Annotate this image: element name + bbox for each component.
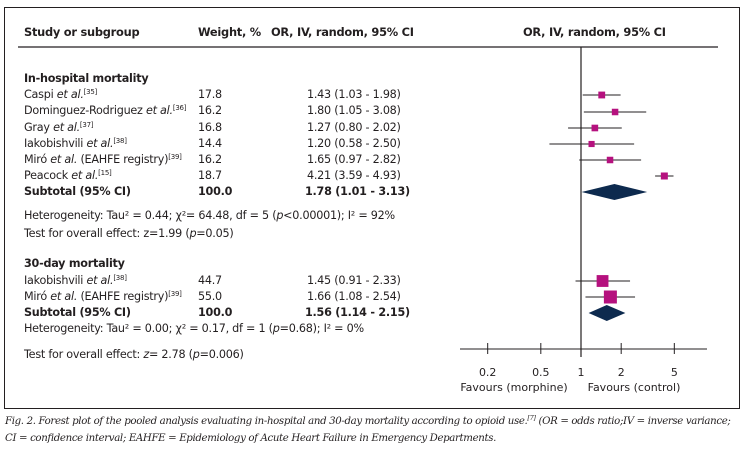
x-tick-label: 5 [671, 366, 678, 379]
header-or-plot: OR, IV, random, 95% CI [523, 25, 666, 39]
study-marker [598, 91, 606, 99]
study-marker [606, 156, 614, 164]
heterogeneity-stat: Heterogeneity: Tau² = 0.00; χ² = 0.17, d… [24, 322, 364, 335]
study-name: Peacock et al.[15] [24, 169, 112, 182]
group-title-30-day: 30-day mortality [24, 257, 125, 270]
overall-effect-test: Test for overall effect: z=1.99 (p=0.05) [24, 227, 234, 240]
subtotal-label: Subtotal (95% CI) [24, 185, 131, 198]
x-tick-label: 1 [578, 366, 585, 379]
study-marker [588, 140, 595, 148]
study-name: Dominguez-Rodriguez et al.[36] [24, 104, 187, 117]
favours-right-label: Favours (control) [588, 381, 681, 394]
subtotal-diamond [588, 305, 626, 321]
subtotal-ci: 1.56 (1.14 - 2.15) [305, 306, 410, 319]
study-ci: 4.21 (3.59 - 4.93) [307, 169, 401, 182]
caption-line-2: CI = confidence interval; EAHFE = Epidem… [5, 433, 496, 444]
study-marker [596, 275, 609, 287]
study-marker [660, 172, 668, 180]
study-weight: 44.7 [198, 274, 222, 287]
study-weight: 14.4 [198, 137, 222, 150]
study-marker [591, 124, 599, 132]
favours-left-label: Favours (morphine) [460, 381, 567, 394]
study-ci: 1.65 (0.97 - 2.82) [307, 153, 401, 166]
header-weight: Weight, % [198, 25, 261, 39]
study-weight: 17.8 [198, 88, 222, 101]
study-name: Gray et al.[37] [24, 121, 94, 134]
study-ci: 1.27 (0.80 - 2.02) [307, 121, 401, 134]
subtotal-weight: 100.0 [198, 185, 233, 198]
study-weight: 16.2 [198, 104, 222, 117]
study-name: Iakobishvili et al.[38] [24, 137, 127, 150]
study-ci: 1.80 (1.05 - 3.08) [307, 104, 401, 117]
study-marker [603, 290, 617, 304]
study-weight: 55.0 [198, 290, 222, 303]
heterogeneity-stat: Heterogeneity: Tau² = 0.44; χ²= 64.48, d… [24, 209, 395, 222]
study-ci: 1.43 (1.03 - 1.98) [307, 88, 401, 101]
study-marker [611, 108, 619, 116]
study-name: Caspi et al.[35] [24, 88, 98, 101]
header-study: Study or subgroup [24, 25, 140, 39]
study-name: Miró et al. (EAHFE registry)[39] [24, 290, 182, 303]
subtotal-weight: 100.0 [198, 306, 233, 319]
caption-line-1: Fig. 2. Forest plot of the pooled analys… [5, 414, 731, 427]
group-title-in-hospital: In-hospital mortality [24, 72, 149, 85]
subtotal-ci: 1.78 (1.01 - 3.13) [305, 185, 410, 198]
study-weight: 18.7 [198, 169, 222, 182]
study-ci: 1.20 (0.58 - 2.50) [307, 137, 401, 150]
x-tick-label: 2 [618, 366, 625, 379]
study-weight: 16.8 [198, 121, 222, 134]
subtotal-diamond [581, 184, 648, 200]
study-ci: 1.66 (1.08 - 2.54) [307, 290, 401, 303]
study-ci: 1.45 (0.91 - 2.33) [307, 274, 401, 287]
subtotal-label: Subtotal (95% CI) [24, 306, 131, 319]
figure-frame [4, 7, 740, 409]
header-or-text: OR, IV, random, 95% CI [271, 25, 414, 39]
study-weight: 16.2 [198, 153, 222, 166]
overall-effect-test: Test for overall effect: z= 2.78 (p=0.00… [24, 348, 244, 361]
study-name: Iakobishvili et al.[38] [24, 274, 127, 287]
study-name: Miró et al. (EAHFE registry)[39] [24, 153, 182, 166]
x-tick-label: 0.5 [532, 366, 550, 379]
figure-caption: Fig. 2. Forest plot of the pooled analys… [5, 413, 745, 447]
x-tick-label: 0.2 [479, 366, 497, 379]
